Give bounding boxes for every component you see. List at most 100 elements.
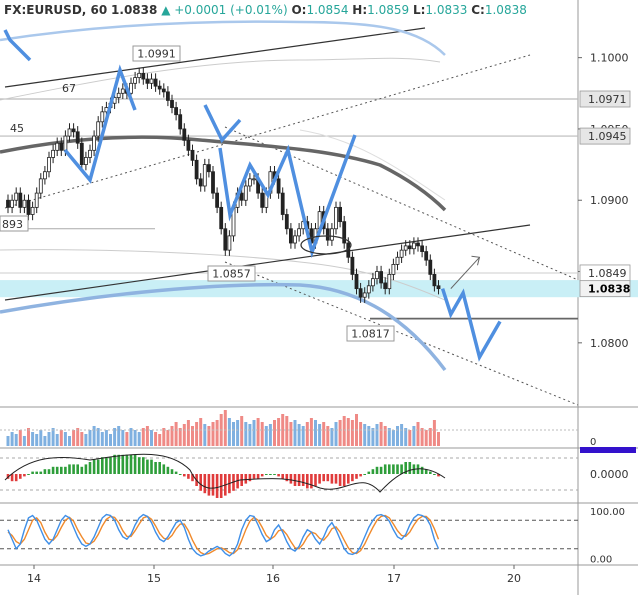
candle-body (59, 142, 64, 151)
volume-bar (396, 426, 399, 446)
wave-marking (3, 29, 32, 62)
macd-bar (31, 471, 34, 474)
candle-body (375, 271, 379, 280)
volume-bar (342, 416, 346, 446)
x-tick-label: 20 (507, 572, 521, 585)
macd-bar (76, 464, 79, 474)
macd-bar (359, 474, 362, 477)
macd-bar (92, 459, 96, 474)
candle-body (288, 228, 293, 244)
macd-bar (96, 459, 100, 474)
volume-bar (47, 432, 51, 446)
volume-bar (383, 426, 387, 446)
candle-body (116, 92, 121, 98)
annotation-label: 1.0857 (212, 268, 251, 281)
macd-bar (236, 474, 239, 489)
macd-bar (400, 464, 403, 474)
macd-bar (256, 474, 260, 479)
macd-bar (269, 474, 272, 475)
y-tick-label: 100.00 (590, 507, 625, 518)
annotation-box (207, 265, 256, 282)
candle-body (342, 221, 347, 244)
macd-bar (117, 454, 120, 474)
candle-body (100, 111, 105, 123)
macd-bar (437, 474, 440, 477)
macd-bar (281, 474, 284, 479)
volume-bar (240, 416, 244, 446)
candle-body (157, 85, 162, 90)
candle-body (223, 228, 228, 251)
candle-body (219, 206, 224, 230)
macd-bar (371, 469, 375, 474)
macd-bar (211, 474, 215, 496)
macd-bar (109, 457, 112, 474)
volume-bar (322, 422, 326, 446)
volume-bar (18, 430, 22, 446)
volume-bar (260, 422, 264, 446)
x-tick-label: 16 (266, 572, 280, 585)
volume-bar (166, 430, 170, 446)
candle-body (18, 192, 23, 208)
volume-bar (117, 426, 121, 446)
volume-bar (195, 422, 199, 446)
macd-bar (158, 462, 161, 474)
forecast-arrowhead (471, 255, 481, 266)
macd-bar (433, 474, 436, 475)
volume-bar (227, 418, 231, 446)
price-tag-label: 1.0971 (588, 93, 627, 106)
price-tag (579, 280, 631, 298)
macd-bar (101, 457, 104, 474)
macd-bar (342, 474, 346, 486)
volume-bar (252, 420, 256, 446)
candle-body (141, 72, 146, 80)
volume-bar (379, 422, 383, 446)
candle-body (387, 273, 392, 290)
stoch-k-line (7, 513, 440, 557)
candle-body (84, 157, 88, 165)
candle-body (370, 278, 375, 287)
close-label: C: (471, 3, 485, 17)
volume-bar (186, 420, 190, 446)
candle-body (395, 256, 400, 265)
open-label: O: (291, 3, 307, 17)
macd-bar (88, 462, 92, 474)
stoch-d-line (7, 514, 440, 556)
volume-bar (150, 430, 153, 446)
candle-body (133, 77, 138, 84)
high-value: 1.0859 (367, 3, 410, 17)
candle-body (170, 100, 174, 108)
macd-bar (265, 474, 268, 475)
macd-bar (215, 474, 219, 498)
volume-bar (367, 426, 371, 446)
macd-bar (10, 474, 14, 482)
annotation-label: 893 (2, 218, 23, 231)
volume-axis-marker (580, 447, 636, 453)
macd-bar (105, 457, 108, 474)
volume-bar (72, 430, 76, 446)
price-tag-label: 1.0838 (588, 283, 630, 296)
low-value: 1.0833 (425, 3, 468, 17)
volume-bar (391, 430, 395, 446)
volume-bar (158, 434, 162, 446)
macd-bar (297, 474, 301, 486)
candle-body (411, 242, 416, 250)
macd-bar (330, 474, 334, 484)
volume-bar (170, 426, 174, 446)
y-tick-label: 0.00 (590, 554, 612, 565)
macd-bar (178, 474, 182, 475)
macd-bar (379, 466, 383, 474)
volume-bar (14, 434, 18, 446)
macd-bar (137, 457, 141, 474)
volume-bar (125, 432, 129, 446)
candle-body (174, 107, 179, 116)
volume-bar (293, 420, 297, 446)
annotation-label: 1.0817 (351, 328, 390, 341)
volume-bar (371, 428, 375, 446)
volume-bar (35, 434, 39, 446)
volume-bar (350, 420, 354, 446)
macd-bar (396, 464, 399, 474)
volume-bar (207, 426, 211, 446)
volume-bar (268, 424, 272, 446)
volume-bar (289, 422, 293, 446)
